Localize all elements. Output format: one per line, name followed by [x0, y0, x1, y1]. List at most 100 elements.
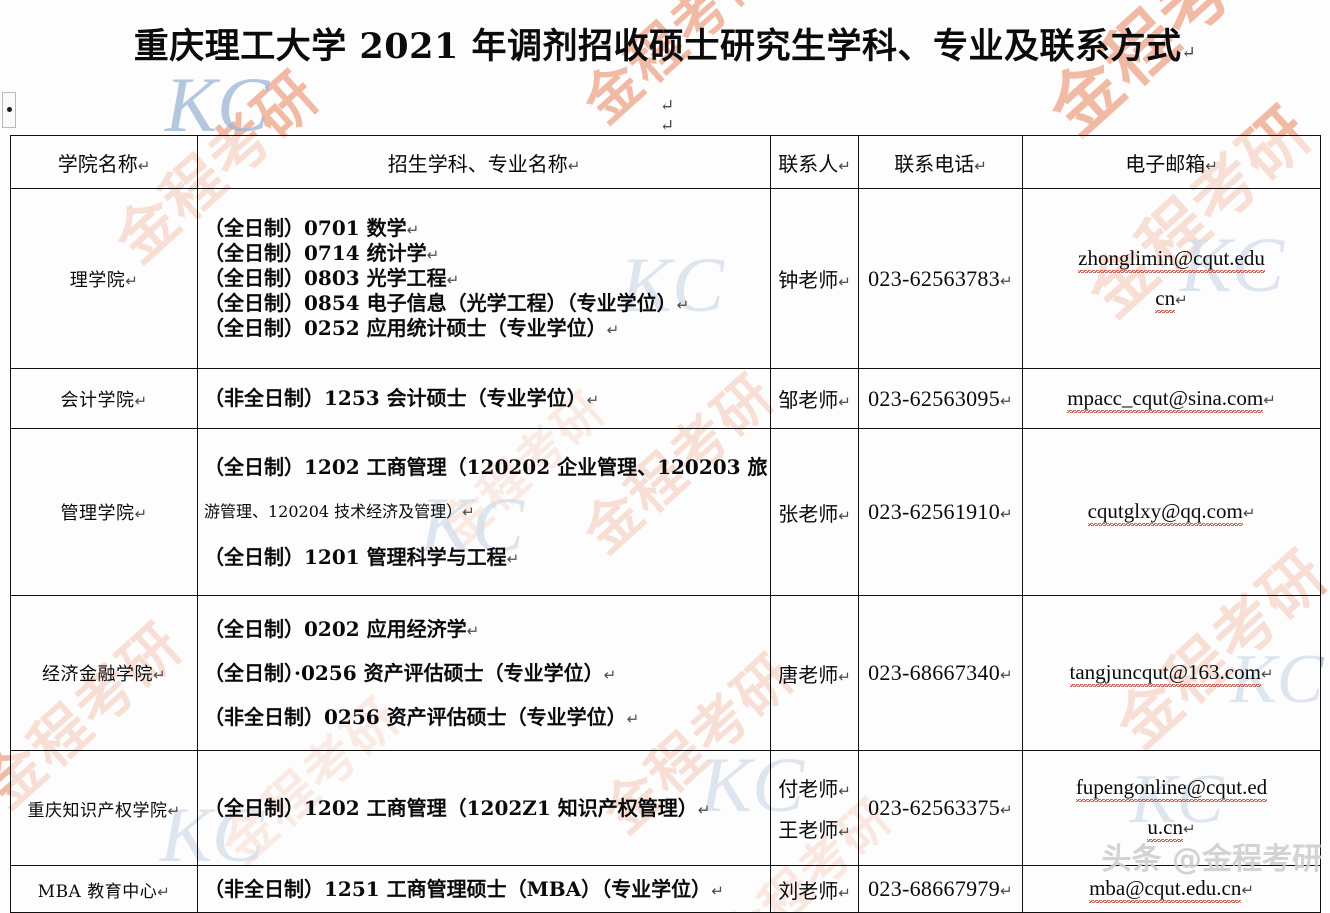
major-line: （全日制）0252 应用统计硕士（专业学位）↵	[204, 316, 620, 340]
paragraph-mark: ↵	[1181, 43, 1197, 63]
cell-college: 会计学院↵	[10, 368, 198, 429]
paragraph-mark: ↵	[1175, 292, 1188, 309]
paragraph-mark: ↵	[1000, 507, 1013, 523]
cell-major: （非全日制）1253 会计硕士（专业学位）↵	[197, 368, 771, 429]
cell-phone: 023-62563095↵	[858, 368, 1023, 429]
cell-phone: 023-62561910↵	[858, 428, 1023, 596]
cell-contact: 唐老师↵	[770, 595, 859, 751]
email-line: zhonglimin@cqut.edu	[1029, 239, 1314, 279]
paragraph-mark: ↵	[506, 552, 520, 569]
major-line: （全日制）·0256 资产评估硕士（专业学位）↵	[204, 661, 617, 685]
paragraph-mark: ↵	[1000, 668, 1013, 684]
paragraph-mark: ↵	[567, 158, 581, 175]
cell-contact: 刘老师↵	[770, 865, 859, 913]
paragraph-mark: ↵	[1000, 884, 1013, 900]
paragraph-mark: ↵	[1000, 273, 1013, 290]
table-row: MBA 教育中心↵ （非全日制）1251 工商管理硕士（MBA）（专业学位）↵ …	[10, 865, 1321, 913]
paragraph-mark: ↵	[626, 712, 640, 728]
paragraph-mark: ↵	[603, 668, 617, 684]
cell-major: （全日制）0202 应用经济学↵ （全日制）·0256 资产评估硕士（专业学位）…	[197, 595, 771, 751]
contact-name: 刘老师↵	[778, 878, 851, 903]
email-line: cn↵	[1029, 279, 1314, 319]
paragraph-mark: ↵	[586, 393, 600, 409]
email-line: mpacc_cqut@sina.com↵	[1029, 379, 1314, 419]
paragraph-mark: ↵	[462, 504, 475, 521]
paragraph-mark: ↵	[697, 802, 711, 819]
cell-email: mpacc_cqut@sina.com↵	[1022, 368, 1321, 429]
page-title: 重庆理工大学 2021 年调剂招收硕士研究生学科、专业及联系方式↵	[0, 18, 1330, 69]
cell-email: tangjuncqut@163.com↵	[1022, 595, 1321, 751]
cell-major: （非全日制）1251 工商管理硕士（MBA）（专业学位）↵	[197, 865, 771, 913]
cell-contact: 张老师↵	[770, 428, 859, 596]
email-line: tangjuncqut@163.com↵	[1029, 653, 1314, 693]
paragraph-mark: ↵	[838, 784, 851, 800]
paragraph-mark: ↵	[167, 803, 181, 820]
contact-name: 付老师↵	[778, 777, 851, 801]
cell-email: cqutglxy@qq.com↵	[1022, 428, 1321, 596]
major-line: （全日制）0714 统计学↵	[204, 241, 440, 265]
paragraph-mark: ↵	[838, 508, 851, 525]
cell-contact: 邹老师↵	[770, 368, 859, 429]
paragraph-mark: ↵	[1260, 667, 1274, 684]
cell-phone: 023-62563375↵	[858, 750, 1023, 866]
email-line: mba@cqut.edu.cn↵	[1029, 876, 1314, 904]
email-line: u.cn↵	[1029, 808, 1314, 848]
contact-name: 邹老师↵	[778, 388, 851, 412]
cell-major: （全日制）1202 工商管理（120202 企业管理、120203 旅 游管理、…	[197, 428, 771, 596]
paragraph-mark: ↵	[1242, 506, 1256, 523]
page-title-text: 重庆理工大学 2021 年调剂招收硕士研究生学科、专业及联系方式	[133, 26, 1182, 67]
watermark-bottom-right: 头条 @金程考研	[1101, 842, 1322, 877]
major-line: （非全日制）1253 会计硕士（专业学位）↵	[204, 386, 600, 410]
cell-college: 管理学院↵	[10, 428, 198, 596]
paragraph-mark: ↵	[838, 825, 851, 841]
paragraph-mark: ↵	[711, 883, 724, 900]
paragraph-mark: ↵	[660, 116, 675, 135]
paragraph-mark: ↵	[406, 223, 420, 239]
table-move-handle[interactable]	[2, 92, 16, 128]
table-row: 重庆知识产权学院↵ （全日制）1202 工商管理（1202Z1 知识产权管理）↵…	[10, 750, 1321, 866]
cell-email: zhonglimin@cqut.edu cn↵	[1022, 188, 1321, 369]
table-row: 理学院↵ （全日制）0701 数学↵ （全日制）0714 统计学↵ （全日制）0…	[10, 188, 1321, 369]
cell-contact: 付老师↵ 王老师↵	[770, 750, 859, 866]
paragraph-mark: ↵	[838, 885, 851, 902]
table-row: 会计学院↵ （非全日制）1253 会计硕士（专业学位）↵ 邹老师↵ 023-62…	[10, 368, 1321, 429]
paragraph-mark: ↵	[1000, 393, 1013, 410]
column-header-email: 电子邮箱↵	[1022, 135, 1321, 189]
paragraph-mark: ↵	[1241, 883, 1254, 900]
major-line: （全日制）1202 工商管理（1202Z1 知识产权管理）↵	[204, 795, 711, 820]
cell-college: MBA 教育中心↵	[10, 865, 198, 913]
paragraph-mark: ↵	[606, 323, 620, 339]
cell-college: 重庆知识产权学院↵	[10, 750, 198, 866]
table-header-row: 学院名称↵ 招生学科、专业名称↵ 联系人↵ 联系电话↵ 电子邮箱↵	[10, 135, 1321, 189]
column-header-major: 招生学科、专业名称↵	[197, 135, 771, 189]
major-line: （全日制）0202 应用经济学↵	[204, 617, 480, 641]
cell-email: fupengonline@cqut.ed u.cn↵	[1022, 750, 1321, 866]
major-line: （全日制）0803 光学工程↵	[204, 266, 460, 290]
paragraph-mark: ↵	[137, 158, 151, 175]
email-line: fupengonline@cqut.ed	[1029, 768, 1314, 808]
paragraph-mark: ↵	[660, 96, 675, 115]
paragraph-mark: ↵	[838, 158, 851, 175]
column-header-college: 学院名称↵	[10, 135, 198, 189]
major-line: （非全日制）0256 资产评估硕士（专业学位）↵	[204, 705, 640, 729]
cell-phone: 023-68667979↵	[858, 865, 1023, 913]
cell-phone: 023-62563783↵	[858, 188, 1023, 369]
table-row: 管理学院↵ （全日制）1202 工商管理（120202 企业管理、120203 …	[10, 428, 1321, 596]
paragraph-mark: ↵	[1183, 822, 1196, 838]
paragraph-mark: ↵	[134, 507, 148, 523]
paragraph-mark: ↵	[446, 273, 460, 289]
paragraph-mark: ↵	[466, 624, 480, 640]
paragraph-mark: ↵	[974, 158, 987, 175]
major-line: 游管理、120204 技术经济及管理）↵	[204, 501, 475, 521]
contact-name: 王老师↵	[778, 818, 851, 842]
paragraph-mark: ↵	[1205, 158, 1218, 175]
cell-college: 理学院↵	[10, 188, 198, 369]
paragraph-mark: ↵	[838, 395, 851, 411]
contact-name: 张老师↵	[778, 501, 851, 526]
cell-major: （全日制）0701 数学↵ （全日制）0714 统计学↵ （全日制）0803 光…	[197, 188, 771, 369]
cell-contact: 钟老师↵	[770, 188, 859, 369]
cell-college: 经济金融学院↵	[10, 595, 198, 751]
paragraph-mark: ↵	[838, 275, 851, 291]
major-line: （全日制）0701 数学↵	[204, 216, 420, 240]
contact-name: 钟老师↵	[778, 268, 851, 292]
